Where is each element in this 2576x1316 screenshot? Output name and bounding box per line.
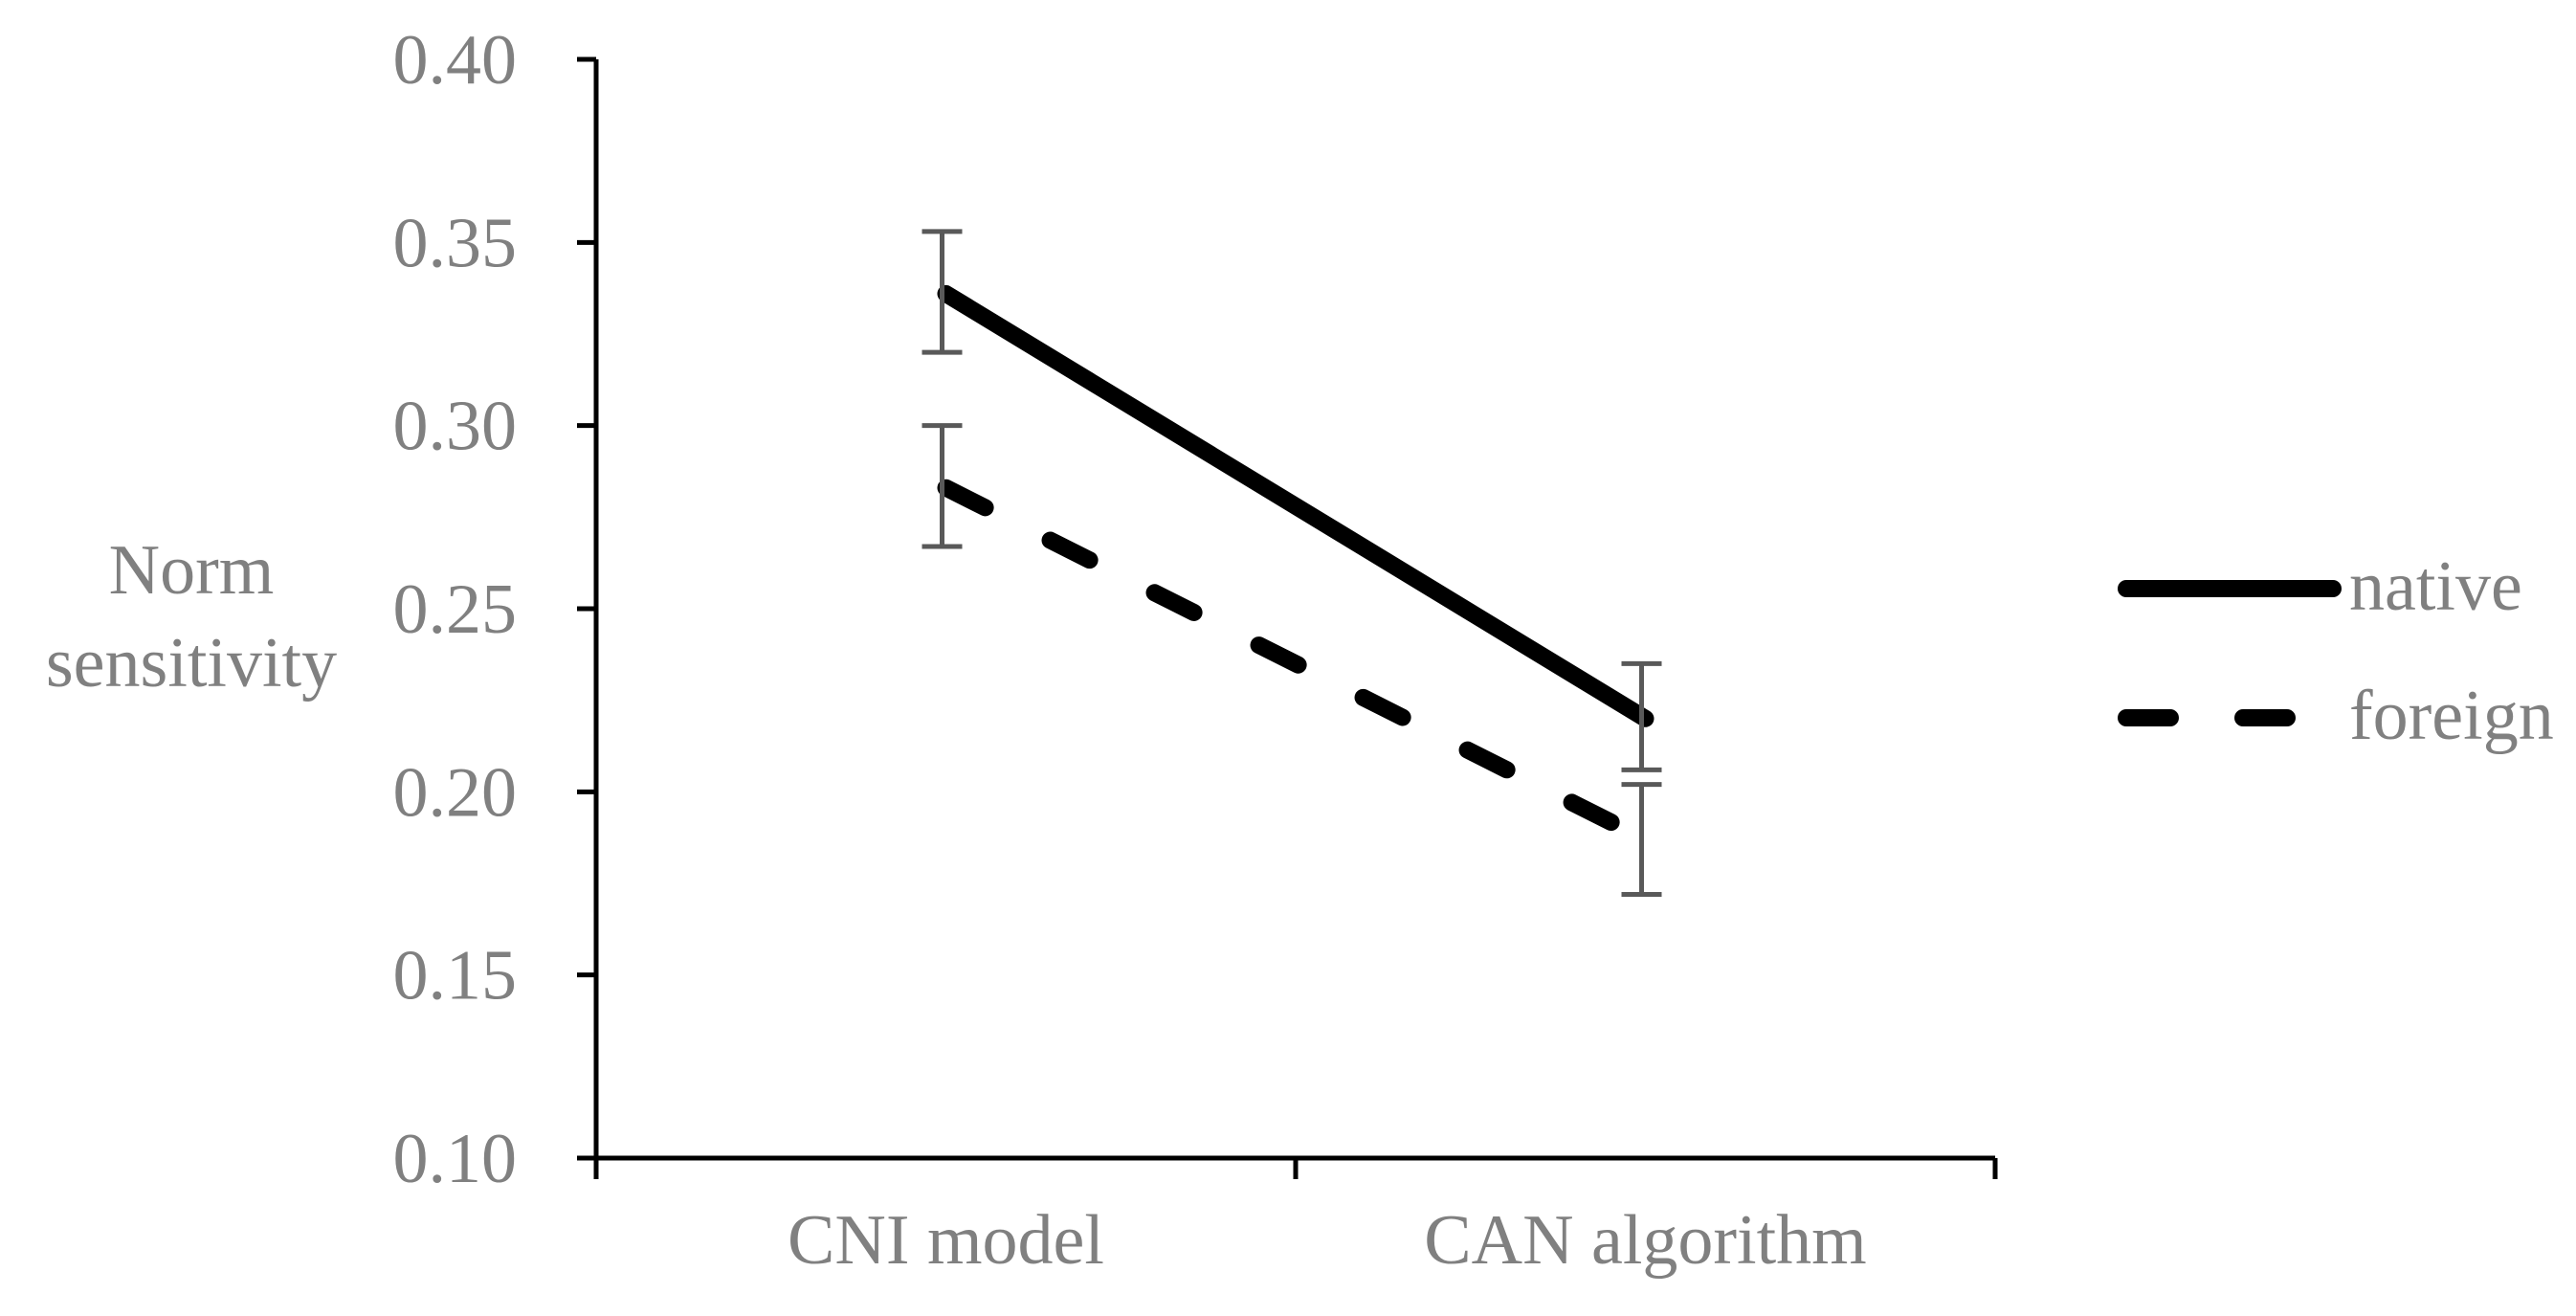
legend-label: native <box>2349 547 2522 626</box>
x-category-label: CNI model <box>788 1201 1104 1280</box>
axes: 0.10 0.15 0.20 0.25 0.30 0.35 0.40 CNI model CAN… <box>393 21 1998 1280</box>
series-line-foreign <box>937 479 1654 849</box>
y-axis-label-line: sensitivity <box>46 624 337 703</box>
y-tick-label: 0.20 <box>393 753 518 832</box>
legend-label: foreign <box>2349 677 2554 755</box>
y-tick-label: 0.35 <box>393 204 518 282</box>
error-bar <box>922 423 963 549</box>
y-tick-label: 0.30 <box>393 388 518 466</box>
error-bars <box>922 229 1662 897</box>
y-tick-label: 0.40 <box>393 21 518 100</box>
y-axis-label-line: Norm <box>109 531 275 610</box>
error-bar <box>1621 660 1662 772</box>
legend: native foreign <box>2118 547 2554 755</box>
y-tick-label: 0.10 <box>393 1120 518 1198</box>
error-bar <box>1621 782 1662 897</box>
x-category-label: CAN algorithm <box>1424 1201 1866 1280</box>
y-axis-label: Norm sensitivity <box>46 531 337 703</box>
y-tick-label: 0.25 <box>393 570 518 649</box>
y-tick-label: 0.15 <box>393 937 518 1015</box>
series-layer <box>937 284 1654 849</box>
series-line-native <box>937 284 1654 727</box>
error-bar <box>922 229 963 355</box>
